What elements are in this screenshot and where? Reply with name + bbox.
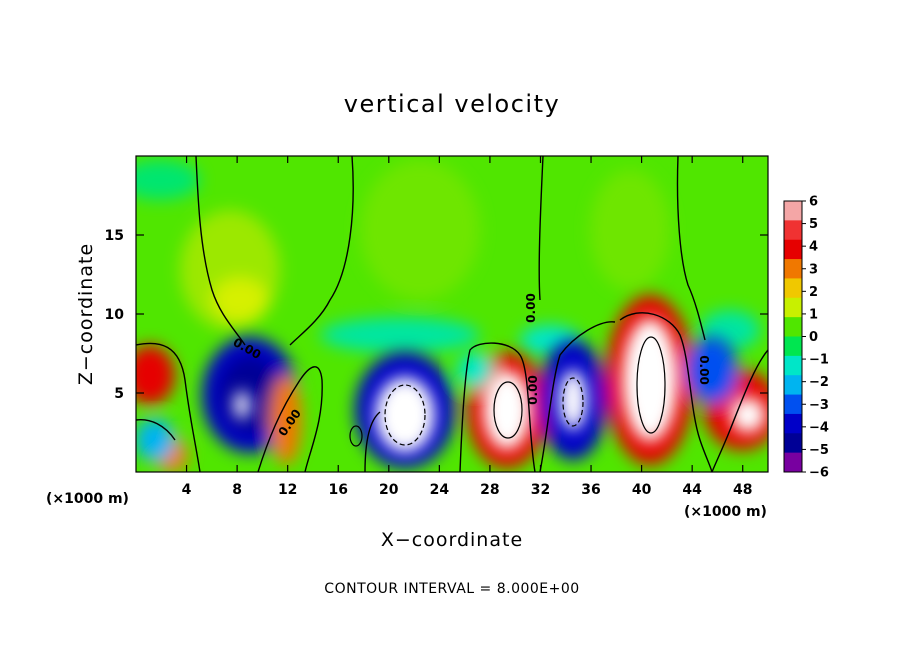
x-tick-label: 12 — [278, 482, 297, 498]
colorbar-swatch — [784, 413, 802, 434]
colorbar-tick-label: 3 — [809, 262, 818, 277]
colorbar-swatch — [784, 201, 802, 221]
colorbar-swatch — [784, 317, 802, 337]
x-axis-title: X−coordinate — [381, 529, 523, 551]
colorbar-tick-label: 6 — [809, 195, 818, 210]
x-tick-label: 44 — [682, 482, 702, 498]
x-tick-label: 32 — [531, 482, 550, 498]
x-tick-label: 20 — [379, 482, 399, 498]
contour-label: 0.00 — [524, 293, 538, 323]
colorbar-tick-label: 0 — [809, 330, 818, 345]
colorbar-swatch — [784, 336, 802, 357]
colorbar-tick-label: −5 — [809, 443, 829, 458]
x-unit-left: (×1000 m) — [46, 491, 129, 507]
colorbar-swatch — [784, 297, 802, 318]
contour-label: 0.00 — [697, 355, 711, 385]
x-tick-label: 28 — [480, 482, 499, 498]
colorbar-tick-label: 4 — [809, 240, 818, 255]
x-tick-label: 8 — [232, 482, 242, 498]
y-tick-label: 10 — [105, 307, 125, 323]
y-tick-label: 5 — [114, 386, 124, 402]
x-tick-label: 24 — [430, 482, 450, 498]
colorbar-swatch — [784, 278, 802, 299]
plot-area: 0.000.000.000.000.00 4 8 12 16 20 24 28 32 36 40 4… — [105, 155, 769, 498]
colorbar-tick-label: −1 — [809, 353, 829, 368]
chart-title: vertical velocity — [344, 90, 560, 118]
y-tick-label: 15 — [105, 228, 124, 244]
colorbar-tick-label: 1 — [809, 307, 818, 322]
colorbar-swatch — [784, 355, 802, 376]
colorbar-tick-label: 5 — [809, 217, 818, 232]
colorbar-tick-label: −6 — [809, 466, 829, 481]
colorbar-tick-label: −3 — [809, 398, 829, 413]
x-unit-right: (×1000 m) — [684, 504, 767, 520]
velocity-field: 0.000.000.000.000.00 — [136, 156, 768, 472]
colorbar-swatch — [784, 375, 802, 396]
colorbar: 6 5 4 3 2 1 0 −1 −2 −3 −4 −5 −6 — [783, 195, 829, 481]
colorbar-swatch — [784, 239, 802, 260]
colorbar-tick-label: 2 — [809, 285, 818, 300]
y-axis-title: Z−coordinate — [75, 243, 97, 385]
x-tick-label: 36 — [581, 482, 600, 498]
colorbar-swatch — [784, 433, 802, 454]
contour-label: 0.00 — [526, 375, 540, 405]
updraft-core-x12 — [270, 375, 302, 465]
x-tick-label: 48 — [733, 482, 752, 498]
downdraft-core-x46 — [686, 336, 738, 404]
x-tick-label: 16 — [328, 482, 347, 498]
x-tick-label: 4 — [182, 482, 192, 498]
updraft-core-x1 — [136, 345, 175, 405]
colorbar-swatch — [784, 259, 802, 279]
colorbar-tick-label: −4 — [809, 420, 829, 435]
colorbar-tick-label: −2 — [809, 375, 829, 390]
colorbar-swatch — [784, 452, 802, 473]
contour-interval-note: CONTOUR INTERVAL = 8.000E+00 — [324, 581, 579, 597]
colorbar-swatch — [784, 394, 802, 415]
x-tick-label: 40 — [632, 482, 652, 498]
colorbar-swatch — [784, 220, 802, 241]
